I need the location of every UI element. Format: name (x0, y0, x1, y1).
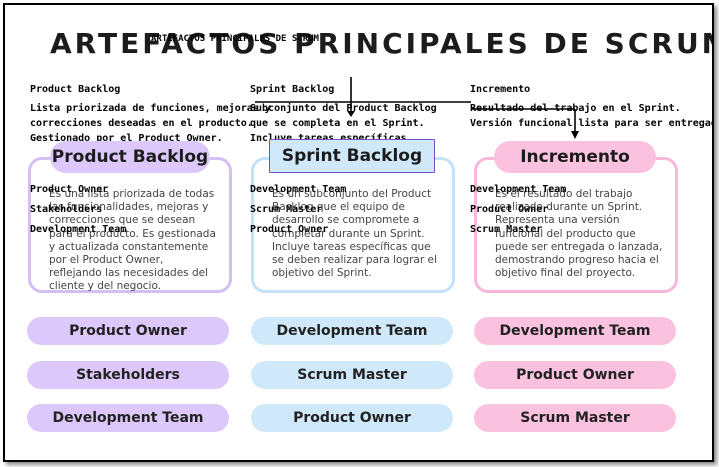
overlay-role: Scrum Master (470, 224, 543, 235)
overlay-role: Stakeholders (30, 204, 103, 215)
page-title: ARTEFACTOS PRINCIPALES DE SCRUM (50, 27, 714, 60)
overlay-title: ARTEFACTOS PRINCIPALES DE SCRUM (151, 34, 319, 44)
overlay-role: Product Owner (30, 184, 109, 195)
role-pill: Development Team (474, 317, 676, 345)
overlay-line: que se completa en el Sprint. (250, 118, 425, 129)
role-pill: Stakeholders (27, 361, 229, 389)
overlay-role: Product Owner (250, 224, 329, 235)
overlay-role: Product Owner (470, 204, 549, 215)
role-pill: Scrum Master (251, 361, 453, 389)
diagram-frame: ARTEFACTOS PRINCIPALES DE SCRUM ARTEFACT… (3, 3, 714, 462)
role-pill: Development Team (251, 317, 453, 345)
overlay-line: correcciones deseadas en el producto. (30, 118, 253, 129)
card-sprint-backlog: Es un subconjunto del Product Backlog qu… (251, 157, 455, 293)
overlay-heading-product-backlog: Product Backlog (30, 84, 121, 95)
overlay-line: Resultado del trabajo en el Sprint. (470, 103, 681, 114)
role-pill: Product Owner (251, 404, 453, 432)
overlay-heading-sprint-backlog: Sprint Backlog (250, 84, 335, 95)
card-incremento: Es el resultado del trabajo realizado du… (474, 157, 678, 293)
overlay-line: Versión funcional lista para ser entrega… (470, 118, 714, 129)
card-description: Es una lista priorizada de todas las fun… (49, 188, 216, 293)
overlay-role: Development Team (470, 184, 567, 195)
overlay-role: Development Team (250, 184, 347, 195)
card-product-backlog: Es una lista priorizada de todas las fun… (28, 157, 232, 293)
overlay-line: Gestionado por el Product Owner. (30, 133, 223, 144)
overlay-role: Development Team (30, 224, 127, 235)
overlay-line: Lista priorizada de funciones, mejoras y (30, 103, 271, 114)
header-incremento: Incremento (494, 141, 656, 173)
card-description: Es un subconjunto del Product Backlog qu… (272, 188, 437, 280)
role-pill: Development Team (27, 404, 229, 432)
connector-lines (255, 77, 579, 139)
overlay-heading-incremento: Incremento (470, 84, 531, 95)
role-pill: Product Owner (27, 317, 229, 345)
card-description: Es el resultado del trabajo realizado du… (495, 188, 663, 280)
role-pill: Product Owner (474, 361, 676, 389)
role-pill: Scrum Master (474, 404, 676, 432)
overlay-role: Scrum Master (250, 204, 323, 215)
overlay-line: Subconjunto del Product Backlog (250, 103, 437, 114)
header-product-backlog: Product Backlog (50, 141, 210, 173)
overlay-line: Incluye tareas específicas. (250, 131, 413, 146)
header-sprint-backlog[interactable]: Sprint Backlog (269, 139, 435, 173)
